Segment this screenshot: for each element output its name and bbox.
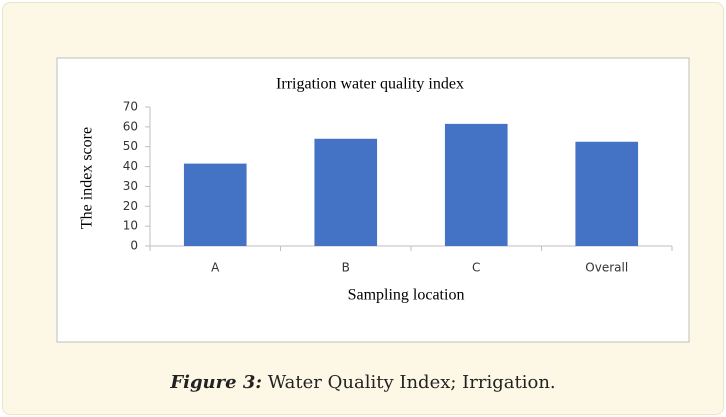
y-axis-label: The index score: [79, 127, 96, 229]
y-tick-label: 50: [123, 139, 138, 153]
caption: Figure 3: Water Quality Index; Irrigatio…: [0, 372, 726, 393]
y-tick-label: 70: [123, 100, 138, 114]
bar: [183, 163, 247, 246]
bar: [444, 123, 508, 246]
caption-text: Water Quality Index; Irrigation.: [267, 372, 556, 393]
y-tick-label: 60: [123, 119, 138, 133]
bar: [314, 138, 378, 246]
caption-label: Figure 3:: [170, 372, 263, 393]
y-tick-label: 20: [123, 199, 138, 213]
y-tick-label: 10: [123, 219, 138, 233]
x-tick-label: B: [342, 261, 350, 275]
x-axis-label: Sampling location: [348, 287, 465, 304]
bar: [575, 141, 639, 246]
x-tick-label: Overall: [585, 261, 628, 275]
y-tick-label: 0: [130, 239, 138, 253]
x-tick-label: C: [472, 261, 480, 275]
chart-title: Irrigation water quality index: [276, 76, 464, 93]
x-tick-label: A: [211, 261, 220, 275]
y-tick-label: 30: [123, 179, 138, 193]
y-tick-label: 40: [123, 159, 138, 173]
